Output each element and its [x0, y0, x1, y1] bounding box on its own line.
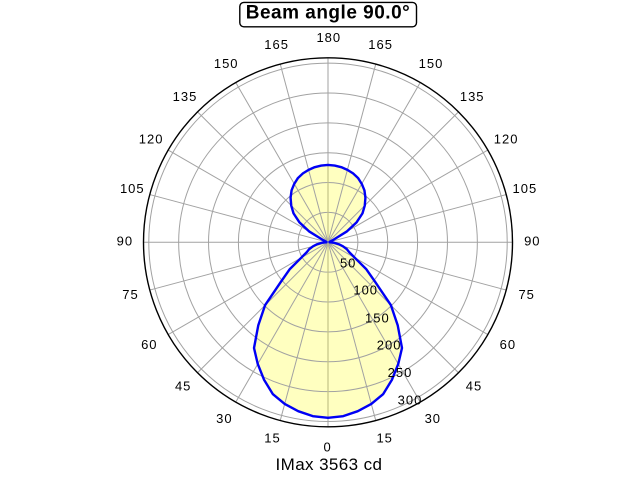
svg-text:120: 120 [494, 132, 519, 147]
svg-text:IMax 3563 cd: IMax 3563 cd [276, 455, 383, 474]
svg-text:150: 150 [365, 310, 390, 325]
svg-text:165: 165 [368, 37, 393, 52]
svg-text:75: 75 [518, 287, 534, 302]
svg-text:135: 135 [460, 89, 485, 104]
svg-text:135: 135 [173, 89, 198, 104]
svg-text:200: 200 [377, 337, 402, 352]
svg-text:120: 120 [139, 132, 164, 147]
svg-text:15: 15 [376, 431, 392, 446]
svg-text:150: 150 [214, 56, 239, 71]
svg-text:50: 50 [340, 256, 356, 271]
svg-text:165: 165 [264, 37, 289, 52]
svg-text:90: 90 [117, 234, 133, 249]
svg-text:300: 300 [398, 393, 423, 408]
svg-text:150: 150 [419, 56, 444, 71]
svg-text:105: 105 [513, 181, 538, 196]
svg-text:15: 15 [264, 431, 280, 446]
svg-text:90: 90 [524, 234, 540, 249]
svg-text:60: 60 [500, 337, 516, 352]
svg-text:45: 45 [466, 378, 482, 393]
svg-text:60: 60 [141, 337, 157, 352]
svg-text:30: 30 [425, 411, 441, 426]
svg-text:75: 75 [122, 287, 138, 302]
svg-text:100: 100 [353, 282, 378, 297]
svg-text:Beam angle 90.0°: Beam angle 90.0° [246, 2, 411, 23]
svg-text:30: 30 [216, 411, 232, 426]
svg-text:0: 0 [323, 440, 331, 455]
svg-text:105: 105 [120, 181, 145, 196]
svg-text:250: 250 [388, 365, 413, 380]
svg-text:180: 180 [316, 30, 341, 45]
svg-text:45: 45 [175, 378, 191, 393]
